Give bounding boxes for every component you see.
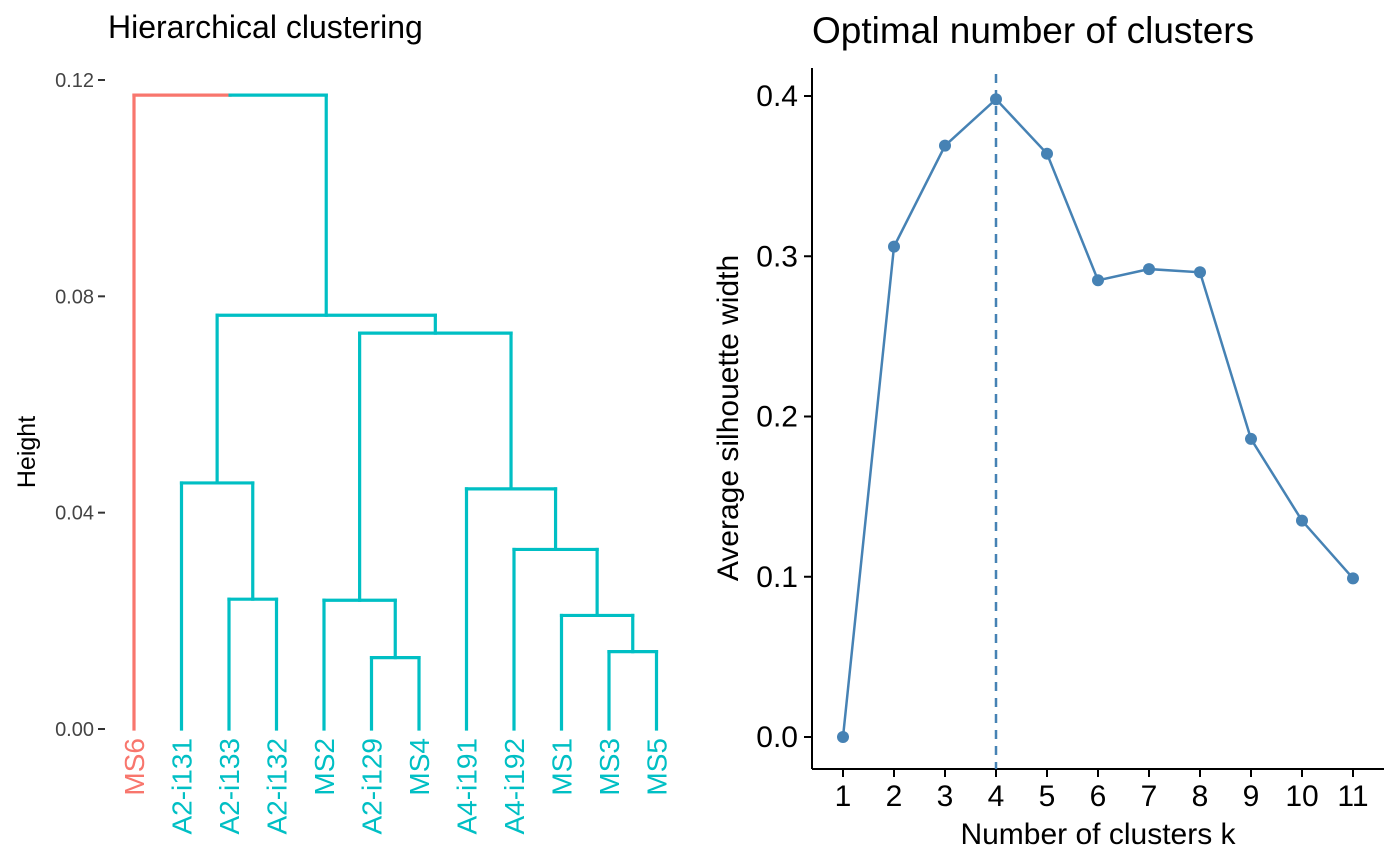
- dendrogram-leaf-label: A4-i191: [452, 738, 483, 835]
- dendrogram-y-ticks: 0.00 0.04 0.08 0.12: [55, 70, 105, 741]
- silhouette-x-tick-label: 3: [937, 780, 954, 813]
- silhouette-y-axis-label: Average silhouette width: [712, 255, 745, 581]
- silhouette-x-tick-label: 10: [1285, 780, 1318, 813]
- dendrogram-leaf-label: MS2: [309, 738, 340, 796]
- silhouette-x-tick-label: 9: [1243, 780, 1260, 813]
- dendrogram-panel: Hierarchical clustering Height 0.000.040…: [13, 9, 673, 835]
- silhouette-point: [1092, 274, 1104, 287]
- dendrogram-branches: [132, 93, 659, 731]
- silhouette-title: Optimal number of clusters: [812, 10, 1254, 51]
- silhouette-y-tick-label: 0.0: [756, 721, 798, 754]
- dendrogram-title: Hierarchical clustering: [108, 9, 423, 45]
- silhouette-x-axis-label: Number of clusters k: [960, 818, 1236, 851]
- silhouette-x-tick-label: 4: [988, 780, 1005, 813]
- dendrogram-leaf-label: MS4: [404, 738, 435, 796]
- dendrogram-y-tick-label: 0.00: [55, 719, 94, 741]
- silhouette-x-tick-label: 11: [1337, 780, 1368, 813]
- dendrogram-y-tick-label: 0.08: [55, 286, 94, 308]
- silhouette-y-tick-label: 0.3: [756, 240, 798, 273]
- silhouette-series-line: [841, 97, 1354, 738]
- silhouette-panel: Optimal number of clusters 0.00.10.20.30…: [712, 10, 1384, 851]
- dendrogram-leaf-label: A2-i131: [167, 738, 198, 835]
- silhouette-point: [990, 93, 1002, 106]
- dendrogram-leaf-label: MS6: [119, 738, 150, 796]
- dendrogram-leaf-label: MS3: [594, 738, 625, 796]
- silhouette-x-tick-label: 2: [886, 780, 903, 813]
- dendrogram-y-tick-label: 0.12: [55, 70, 94, 92]
- dendrogram-y-axis-label: Height: [13, 416, 41, 488]
- silhouette-y-ticks: 0.0 0.1 0.2 0.3 0.4: [756, 80, 812, 754]
- silhouette-x-tick-label: 6: [1090, 780, 1107, 813]
- silhouette-x-tick-label: 1: [835, 780, 852, 813]
- dendrogram-leaf-label: A4-i192: [499, 738, 530, 835]
- dendrogram-leaf-label: A2-i132: [262, 738, 293, 835]
- silhouette-x-ticks: 1 2 3 4 5 6 7 8 9 10 11: [835, 769, 1369, 813]
- silhouette-point: [1347, 572, 1359, 585]
- silhouette-point: [1194, 266, 1206, 279]
- silhouette-x-tick-label: 8: [1192, 780, 1209, 813]
- silhouette-point: [1143, 263, 1155, 276]
- silhouette-point: [888, 240, 900, 253]
- silhouette-y-tick-label: 0.4: [756, 80, 798, 113]
- silhouette-x-tick-label: 7: [1141, 780, 1158, 813]
- silhouette-y-tick-label: 0.1: [756, 561, 798, 594]
- silhouette-x-tick-label: 5: [1039, 780, 1056, 813]
- dendrogram-leaf-label: A2-i133: [214, 738, 245, 835]
- silhouette-y-tick-label: 0.2: [756, 401, 798, 434]
- silhouette-point: [1041, 147, 1053, 160]
- dendrogram-leaf-label: A2-i129: [357, 738, 388, 835]
- dendrogram-y-tick-label: 0.04: [55, 503, 94, 525]
- dendrogram-leaf-label: MS5: [642, 738, 673, 796]
- silhouette-point: [1296, 514, 1308, 527]
- dendrogram-leaf-label: MS1: [547, 738, 578, 796]
- silhouette-point: [837, 731, 849, 743]
- silhouette-point: [939, 139, 951, 152]
- silhouette-point: [1245, 432, 1257, 445]
- silhouette-series-points: [837, 93, 1359, 743]
- dendrogram-leaf-labels: MS6 A2-i131 A2-i133 A2-i132 MS2 A2-i129 MS4 A4-…: [119, 738, 673, 835]
